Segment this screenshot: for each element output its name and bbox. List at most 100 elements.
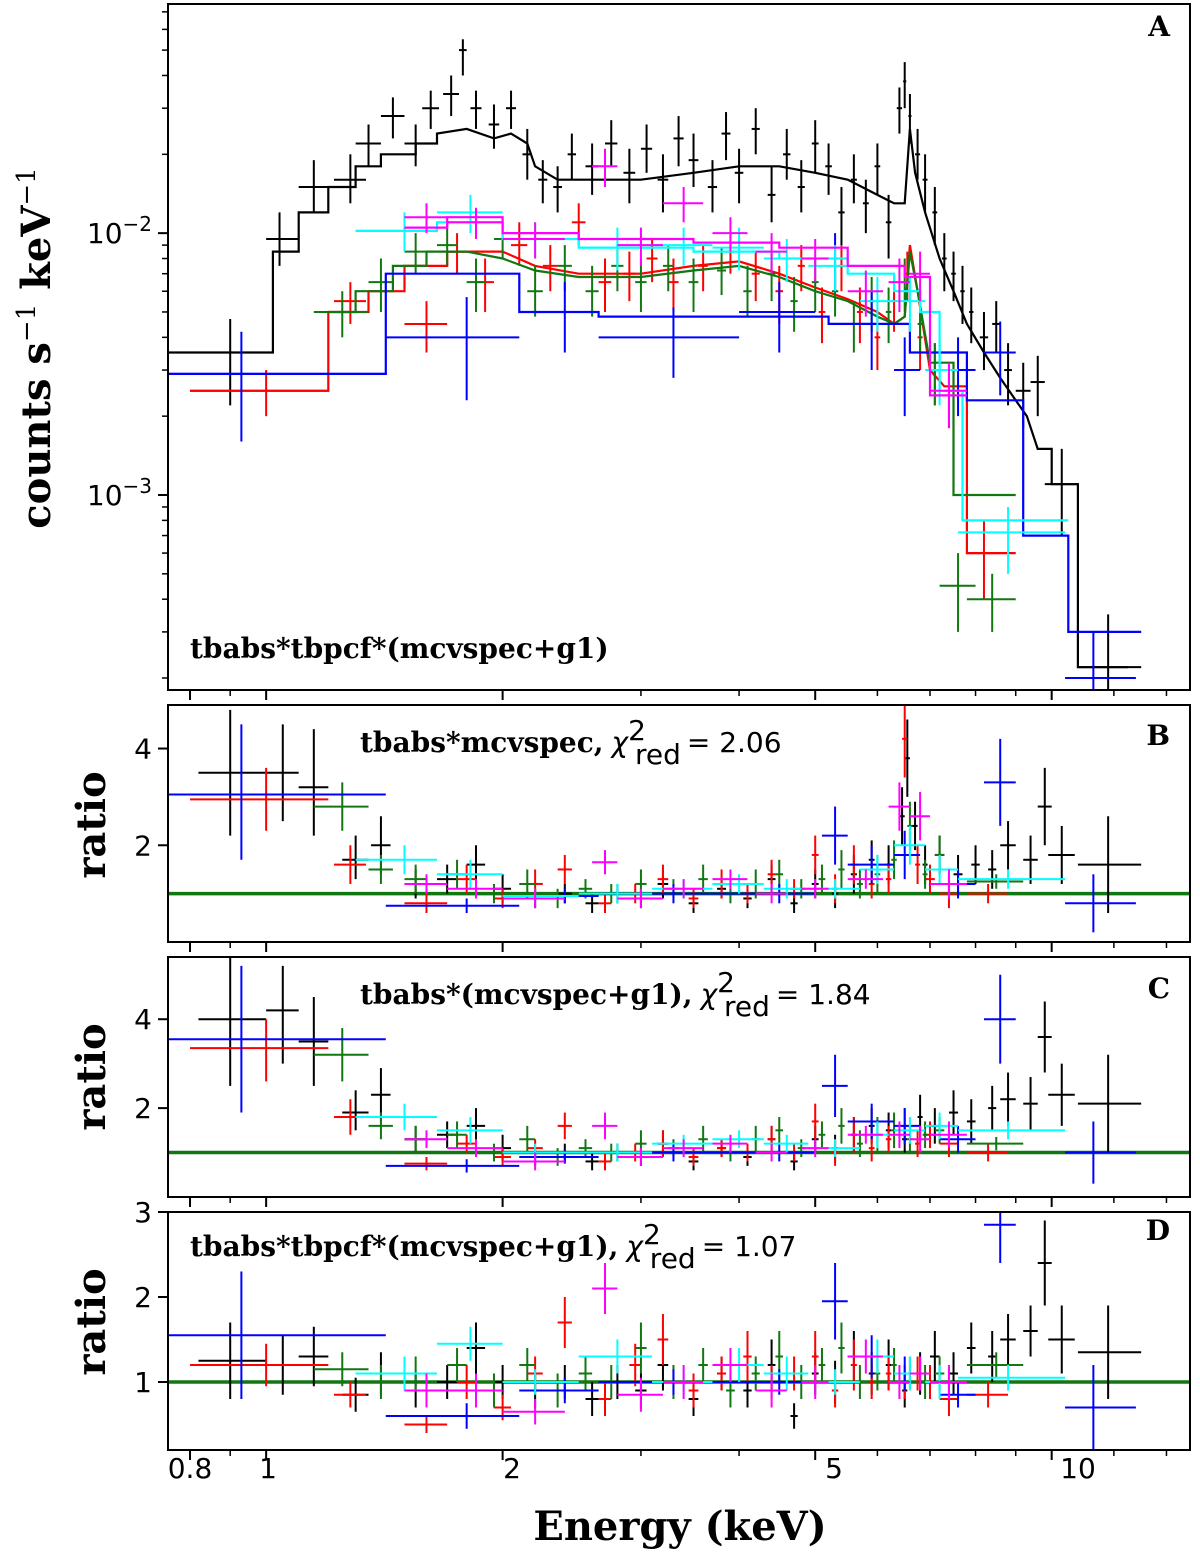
data-point — [436, 1365, 458, 1399]
data-point — [198, 709, 267, 836]
data-point — [966, 1099, 976, 1144]
series-magenta — [404, 782, 967, 909]
data-point — [623, 148, 636, 204]
data-point — [355, 212, 437, 252]
data-point — [502, 888, 565, 909]
data-point — [698, 1348, 708, 1382]
y-label-mid: keV — [13, 205, 60, 304]
data-point — [966, 874, 1024, 889]
y-label-exp2: −1 — [12, 167, 42, 205]
data-point — [1023, 835, 1038, 884]
data-point — [966, 573, 1016, 632]
data-point — [447, 879, 503, 899]
data-point — [635, 258, 647, 312]
data-point — [447, 1373, 503, 1408]
data-point — [847, 1103, 895, 1140]
data-point — [404, 874, 448, 894]
data-point — [538, 160, 548, 204]
y-axis-title-b: ratio — [68, 771, 115, 878]
data-point — [198, 957, 267, 1086]
series-cyan — [355, 1103, 1066, 1162]
data-point — [522, 128, 533, 180]
model-line-cyan — [355, 221, 1069, 522]
data-point — [847, 845, 895, 884]
data-point — [868, 1134, 875, 1162]
data-point — [856, 869, 863, 899]
data-point — [717, 1139, 727, 1157]
data-point — [502, 1152, 565, 1171]
data-point — [929, 869, 967, 899]
data-point — [948, 1352, 959, 1395]
data-point — [333, 845, 366, 884]
data-point — [958, 1121, 1066, 1140]
data-point — [404, 1373, 448, 1408]
data-point — [333, 154, 366, 204]
data-point — [838, 850, 845, 889]
data-point — [1037, 1220, 1052, 1306]
series-blue — [168, 233, 1142, 690]
data-point — [797, 245, 805, 292]
panel-letter-b: B — [1146, 719, 1170, 752]
data-point — [811, 1103, 819, 1140]
data-point — [743, 265, 752, 317]
series-magenta — [404, 148, 967, 429]
data-point — [755, 883, 787, 904]
data-point — [578, 227, 653, 271]
data-point — [847, 1125, 884, 1144]
data-point — [198, 1322, 267, 1399]
data-point — [912, 801, 918, 851]
model-name: tbabs*tbpcf*(mcvspec+g1), — [190, 1230, 618, 1263]
data-point — [668, 258, 679, 312]
x-tick-label: 0.8 — [168, 1452, 213, 1485]
data-point — [333, 282, 366, 324]
panel-a: 10−210−3 — [87, 3, 1191, 700]
data-point — [617, 888, 663, 909]
data-point — [966, 1137, 1024, 1151]
data-point — [688, 1148, 699, 1166]
data-point — [404, 893, 448, 913]
plot-area — [168, 705, 1190, 933]
data-point — [811, 120, 819, 173]
data-point — [966, 1352, 1024, 1378]
data-point — [825, 143, 832, 195]
data-point — [519, 1125, 536, 1153]
data-point — [313, 1352, 369, 1387]
data-point — [355, 124, 381, 167]
data-point — [557, 1297, 572, 1348]
data-point — [801, 1365, 829, 1399]
data-point — [958, 506, 1066, 574]
data-point — [941, 233, 947, 292]
data-point — [557, 854, 572, 884]
data-point — [874, 143, 881, 195]
y-tick-label: 2 — [134, 1092, 152, 1125]
data-point — [385, 1403, 520, 1429]
data-point — [734, 148, 744, 204]
data-point — [885, 1356, 892, 1391]
data-point — [939, 553, 976, 632]
data-point — [266, 724, 299, 822]
chi-value: = 1.84 — [776, 978, 871, 1011]
data-point — [578, 883, 653, 904]
data-point — [847, 1339, 884, 1374]
data-point — [578, 1356, 593, 1391]
data-point — [662, 187, 704, 223]
data-point — [342, 1090, 369, 1131]
data-point — [755, 1143, 787, 1162]
x-axis-title: Energy (keV) — [533, 1503, 826, 1550]
data-point — [380, 97, 405, 139]
data-point — [673, 116, 684, 167]
data-point — [592, 850, 618, 875]
data-point — [629, 1343, 641, 1387]
data-point — [929, 362, 967, 429]
data-point — [894, 825, 926, 865]
data-point — [1000, 1314, 1016, 1365]
data-point — [939, 1382, 976, 1408]
data-point — [847, 270, 884, 317]
data-point — [476, 258, 494, 312]
data-point — [385, 898, 520, 913]
data-point — [553, 166, 562, 213]
panel-frame — [167, 1211, 1191, 1451]
data-point — [168, 965, 386, 1113]
y-label-exp1: −1 — [12, 304, 42, 342]
